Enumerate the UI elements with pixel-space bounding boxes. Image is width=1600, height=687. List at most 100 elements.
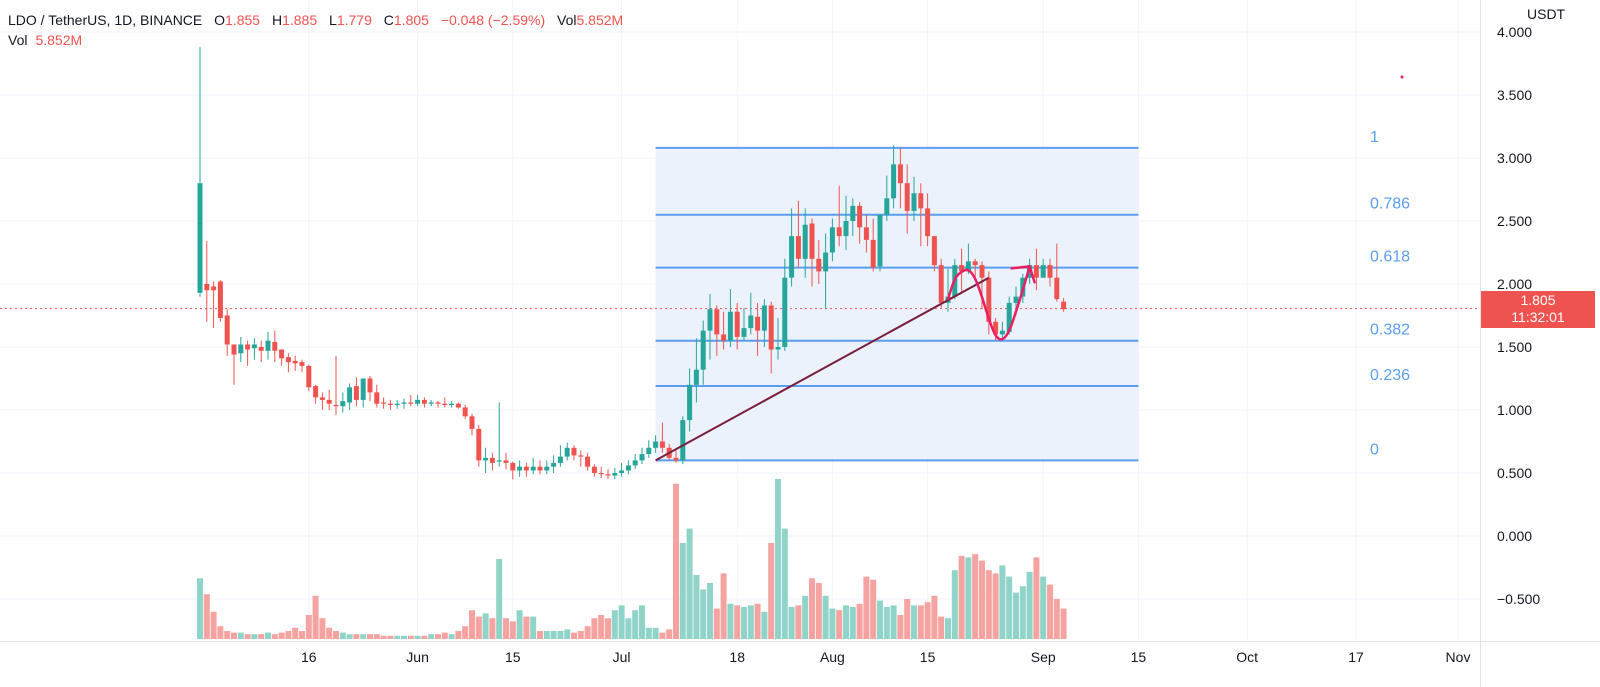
candle-body: [408, 402, 414, 404]
candle-body: [632, 460, 638, 466]
volume-bar: [448, 634, 455, 639]
candle-body: [374, 392, 380, 404]
volume-bar: [775, 479, 781, 639]
candle-body: [612, 473, 618, 476]
volume-bar: [693, 575, 700, 639]
volume-bar: [979, 560, 985, 639]
volume-bar: [611, 610, 618, 639]
volume-bar: [754, 603, 761, 639]
volume-bar: [904, 599, 911, 639]
volume-bar: [843, 605, 849, 639]
candle-body: [972, 261, 978, 266]
volume-bar: [224, 631, 231, 639]
candle-body: [544, 466, 550, 471]
volume-bar: [299, 631, 305, 639]
candle-body: [843, 221, 849, 237]
fib-level-label: 1: [1370, 129, 1379, 146]
volume-bar: [863, 576, 870, 639]
drawing-dot: [1400, 75, 1404, 79]
volume-bar: [1026, 571, 1033, 639]
volume-bar: [435, 634, 441, 639]
volume-bar: [550, 631, 557, 639]
candle-body: [265, 340, 271, 351]
candle-body: [1006, 302, 1012, 332]
volume-bar: [339, 632, 346, 639]
candle-body: [789, 236, 795, 278]
time-tick-label: Aug: [820, 649, 845, 665]
candle-body: [340, 401, 346, 407]
legend-ohlc-row: LDO / TetherUS, 1D, BINANCE O1.855 H1.88…: [8, 10, 623, 30]
candle-body: [360, 378, 366, 400]
volume-bar: [475, 616, 482, 639]
candle-body: [251, 344, 257, 349]
candle-body: [313, 386, 319, 398]
volume-bar: [924, 602, 931, 639]
volume-bar: [591, 618, 598, 639]
close-value: 1.805: [393, 12, 429, 28]
volume-bar: [849, 607, 856, 639]
candle-body: [938, 265, 944, 303]
low-value: 1.779: [336, 12, 372, 28]
volume-bar: [938, 616, 945, 639]
candle-body: [258, 347, 264, 351]
volume-bar: [1006, 576, 1013, 639]
volume-bar: [639, 605, 645, 639]
volume-bar: [428, 634, 435, 639]
fib-level-label: 0.236: [1370, 367, 1410, 384]
time-tick-label: Jul: [613, 649, 631, 665]
symbol-label[interactable]: LDO / TetherUS, 1D, BINANCE: [8, 12, 203, 28]
volume-bar: [414, 635, 421, 639]
high-label: H: [271, 12, 283, 28]
volume-bar: [197, 578, 203, 639]
candle-body: [755, 316, 761, 331]
volume-bar: [346, 634, 353, 639]
volume-bar: [965, 557, 972, 639]
time-tick-label: Oct: [1236, 649, 1258, 665]
volume-bar: [666, 629, 673, 639]
candle-body: [272, 341, 278, 351]
volume-bar: [407, 635, 414, 639]
volume-bar: [462, 626, 469, 639]
candle-body: [802, 224, 808, 259]
candle-body: [537, 466, 543, 471]
candle-body: [857, 205, 863, 228]
volume-bar: [741, 607, 747, 639]
candle-body: [401, 402, 407, 404]
volume-bar: [761, 611, 768, 639]
candle-body: [394, 403, 400, 405]
price-unit-label: USDT: [1527, 6, 1566, 22]
candle-body: [211, 286, 217, 291]
candle-body: [449, 403, 455, 405]
volume-bar: [577, 631, 584, 639]
volume-bar: [489, 618, 496, 639]
candle-body: [999, 330, 1005, 335]
fib-level-label: 0: [1370, 441, 1379, 458]
candle-body: [306, 365, 312, 388]
volume-bar: [394, 635, 401, 639]
volume-bar: [856, 603, 863, 639]
volume-bar: [734, 605, 741, 639]
projection-arrow-head: [1010, 265, 1036, 284]
volume-bar: [598, 615, 605, 639]
volume-bar: [319, 618, 326, 639]
volume-bar: [496, 559, 503, 639]
candle-body: [782, 277, 788, 347]
volume-bar: [482, 613, 489, 639]
candle-body: [1047, 265, 1053, 278]
vol-label: Vol: [557, 12, 577, 28]
volume-indicator-label[interactable]: Vol: [8, 32, 28, 48]
candle-body: [680, 420, 686, 461]
price-tick-label: 3.500: [1497, 87, 1532, 103]
candle-body: [884, 198, 890, 215]
candle-body: [639, 454, 645, 461]
volume-bar: [251, 634, 258, 639]
candle-body: [993, 321, 999, 335]
volume-bar: [530, 616, 537, 639]
volume-bar: [1013, 592, 1019, 639]
volume-bar: [564, 629, 571, 639]
candle-body: [292, 360, 298, 364]
volume-bar: [353, 634, 360, 639]
time-tick-label: Jun: [406, 649, 429, 665]
volume-bar: [836, 610, 843, 639]
